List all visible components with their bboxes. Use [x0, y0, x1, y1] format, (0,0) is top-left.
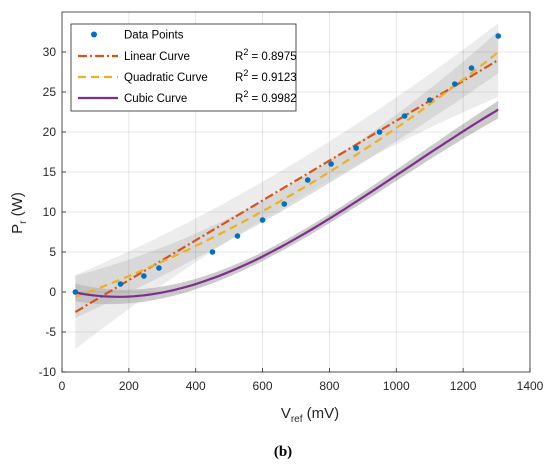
legend-linear-label: Linear Curve [124, 51, 190, 63]
y-tick-label: -5 [45, 325, 56, 339]
data-point [377, 129, 383, 135]
x-tick-label: 1000 [383, 379, 410, 393]
y-tick-label: 5 [49, 245, 56, 259]
legend-points-label: Data Points [124, 30, 184, 42]
figure-caption: (b) [274, 444, 292, 460]
y-tick-label: 20 [43, 125, 57, 139]
data-point [141, 273, 147, 279]
y-tick-label: 25 [43, 85, 57, 99]
legend: Data Points Linear Curve R2 = 0.8975 Qua… [71, 24, 297, 111]
data-point [260, 217, 266, 223]
legend-quadratic-label: Quadratic Curve [124, 72, 208, 84]
legend-cubic-label: Cubic Curve [124, 93, 187, 105]
x-tick-label: 400 [186, 379, 206, 393]
y-axis-label: Pr (W) [9, 192, 29, 234]
data-point [305, 177, 311, 183]
y-tick-label: 0 [49, 285, 56, 299]
data-point [469, 65, 475, 71]
data-point [353, 145, 359, 151]
data-point [73, 289, 79, 295]
data-point [328, 161, 334, 167]
data-point [452, 81, 458, 87]
y-tick-label: 15 [43, 165, 57, 179]
x-tick-label: 1400 [517, 379, 544, 393]
x-tick-label: 200 [119, 379, 139, 393]
data-point [495, 33, 501, 39]
x-axis-label: Vref (mV) [281, 405, 339, 425]
x-tick-label: 0 [59, 379, 66, 393]
data-point [427, 97, 433, 103]
y-tick-label: -10 [39, 365, 57, 379]
x-tick-label: 800 [319, 379, 339, 393]
y-tick-label: 10 [43, 205, 57, 219]
x-tick-label: 600 [253, 379, 273, 393]
data-point [282, 201, 288, 207]
x-tick-label: 1200 [450, 379, 477, 393]
data-point [210, 249, 216, 255]
data-point [118, 281, 124, 287]
y-tick-label: 30 [43, 45, 57, 59]
legend-points-marker [91, 32, 97, 38]
data-point [402, 113, 408, 119]
data-point [156, 265, 162, 271]
data-point [235, 233, 241, 239]
